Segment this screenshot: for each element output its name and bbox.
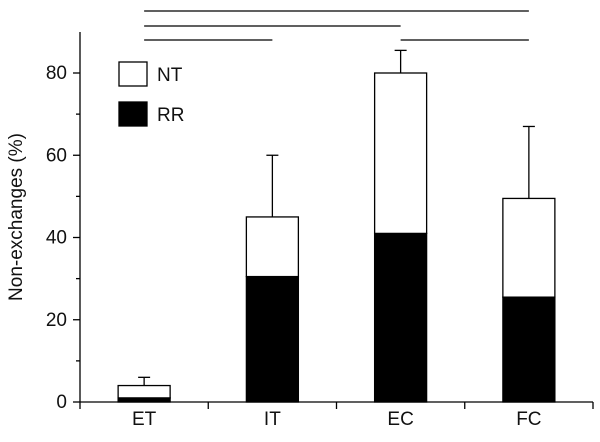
legend-label-nt: NT: [157, 65, 183, 86]
y-axis-label: Non-exchanges (%): [6, 133, 27, 301]
x-tick-label: FC: [516, 409, 541, 430]
bar-segment-nt: [502, 197, 556, 298]
legend-swatch-rr: [118, 101, 148, 127]
y-tick-label: 60: [46, 145, 67, 166]
y-tick-label: 20: [46, 310, 67, 331]
x-tick-label: IT: [264, 409, 281, 430]
legend-label-rr: RR: [157, 105, 184, 126]
bar-segment-rr: [373, 232, 428, 403]
bar-segment-rr: [502, 296, 556, 403]
legend: NT RR: [118, 61, 184, 127]
legend-swatch-nt: [118, 61, 148, 87]
x-ticks: ET IT EC FC: [79, 402, 594, 430]
bar-segment-nt: [373, 72, 428, 235]
significance-brackets: [144, 10, 529, 41]
error-bars: [138, 49, 535, 386]
y-ticks: 0 20 40 60 80: [46, 63, 80, 413]
x-axis: ET IT EC FC: [79, 401, 594, 430]
x-tick-label: ET: [132, 409, 157, 430]
bars: [117, 72, 556, 403]
bar-segment-rr: [245, 275, 300, 403]
y-tick-label: 80: [46, 63, 67, 84]
y-tick-label: 40: [46, 228, 67, 249]
y-axis: 0 20 40 60 80: [46, 32, 81, 413]
bar-segment-nt: [245, 216, 300, 278]
x-tick-label: EC: [387, 409, 413, 430]
bar-segment-nt: [117, 384, 171, 399]
y-tick-label: 0: [56, 392, 67, 413]
